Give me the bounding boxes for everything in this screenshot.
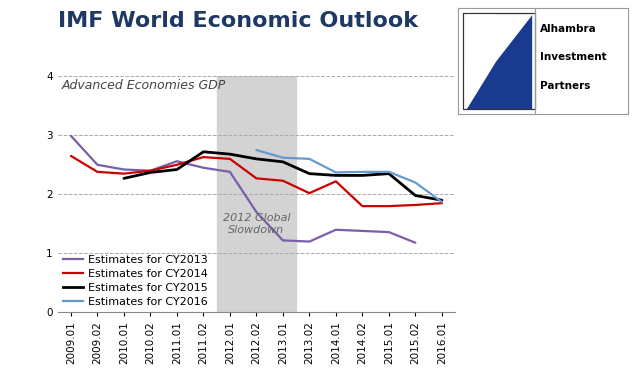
Text: Advanced Economies GDP: Advanced Economies GDP <box>62 78 226 91</box>
Text: IMF World Economic Outlook: IMF World Economic Outlook <box>58 11 418 31</box>
Text: Investment: Investment <box>540 53 606 62</box>
Legend: Estimates for CY2013, Estimates for CY2014, Estimates for CY2015, Estimates for : Estimates for CY2013, Estimates for CY20… <box>63 255 208 307</box>
Text: Alhambra: Alhambra <box>540 24 597 34</box>
Polygon shape <box>467 61 495 108</box>
Text: 2012 Global
Slowdown: 2012 Global Slowdown <box>222 213 290 235</box>
Bar <box>217 76 296 312</box>
Polygon shape <box>467 61 531 108</box>
FancyBboxPatch shape <box>463 13 535 109</box>
Polygon shape <box>467 15 531 61</box>
Polygon shape <box>495 15 531 61</box>
Text: Partners: Partners <box>540 81 590 91</box>
